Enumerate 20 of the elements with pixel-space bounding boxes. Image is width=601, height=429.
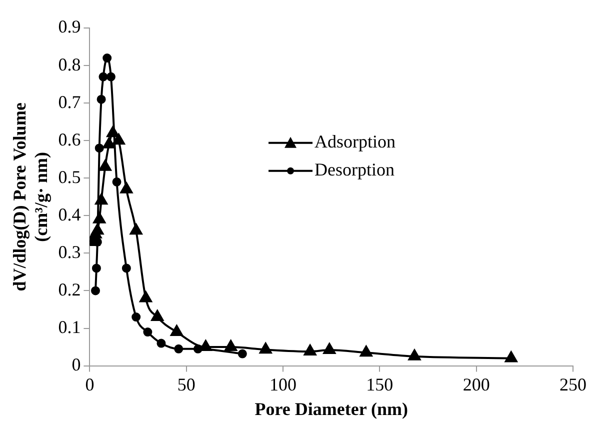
- y-axis-title: dV/dlog(D) Pore Volume (cm³/g· nm): [9, 102, 52, 292]
- y-tick-label: 0.1: [58, 317, 81, 337]
- x-tick-label: 100: [270, 374, 297, 394]
- x-axis-title: Pore Diameter (nm): [254, 398, 408, 419]
- x-tick-label: 50: [177, 374, 196, 394]
- y-tick-label: 0.4: [58, 204, 81, 224]
- y-tick-label: 0: [72, 354, 81, 375]
- x-tick-label: 0: [85, 374, 94, 394]
- y-tick-label: 0.6: [58, 129, 81, 150]
- y-tick-label: 0.3: [58, 242, 81, 262]
- y-tick-label: 0.2: [58, 279, 81, 300]
- y-tick-label: 0.8: [58, 54, 81, 74]
- legend-label: Adsorption: [314, 132, 396, 152]
- legend-label: Desorption: [314, 160, 395, 180]
- y-tick-label: 0.5: [58, 166, 81, 187]
- x-tick-label: 250: [560, 374, 586, 394]
- y-tick-label: 0.7: [58, 92, 81, 112]
- x-tick-label: 200: [462, 374, 490, 394]
- x-tick-label: 150: [366, 374, 394, 394]
- y-tick-label: 0.9: [58, 16, 81, 37]
